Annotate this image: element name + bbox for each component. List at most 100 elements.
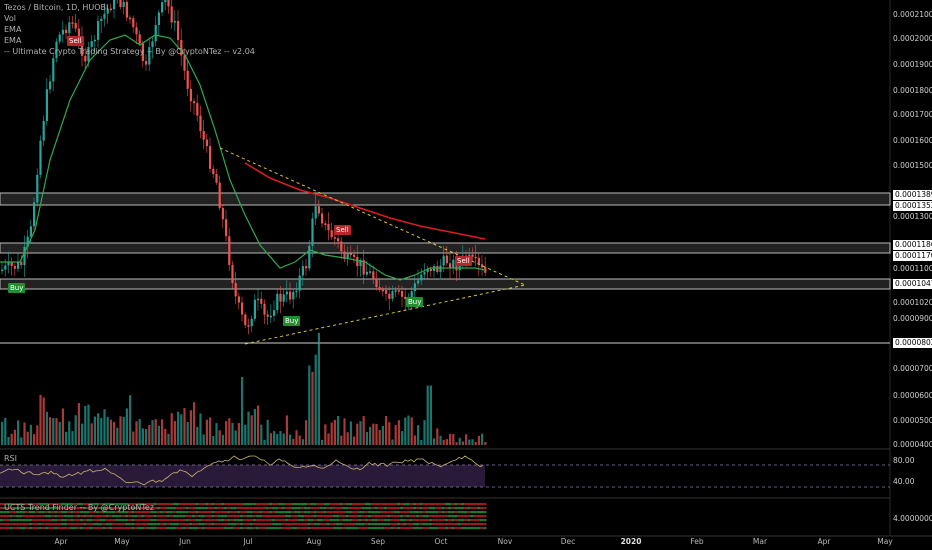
trend-finder-cell bbox=[204, 511, 208, 514]
trend-finder-cell bbox=[326, 527, 330, 530]
volume-bar bbox=[452, 433, 455, 445]
trend-finder-cell bbox=[480, 527, 484, 530]
buy-signal[interactable]: Buy bbox=[8, 283, 26, 293]
candle-body bbox=[23, 246, 26, 266]
trend-finder-cell bbox=[243, 519, 247, 522]
legend-ema-2[interactable]: EMA bbox=[4, 36, 22, 45]
trend-finder-cell bbox=[339, 503, 343, 506]
trend-finder-cell bbox=[201, 527, 205, 530]
rsi-band bbox=[0, 465, 485, 487]
trend-finder-cell bbox=[371, 503, 375, 506]
volume-bar bbox=[199, 413, 202, 445]
trend-finder-cell bbox=[374, 507, 378, 510]
trend-finder-cell bbox=[16, 515, 20, 518]
trend-finder-cell bbox=[96, 507, 100, 510]
volume-bar bbox=[45, 411, 48, 445]
volume-bar bbox=[308, 365, 311, 445]
candle-body bbox=[423, 272, 426, 275]
trend-finder-cell bbox=[252, 519, 256, 522]
trend-finder-cell bbox=[259, 519, 263, 522]
trend-finder-cell bbox=[364, 527, 368, 530]
trend-finder-cell bbox=[92, 503, 96, 506]
finder-pane-label[interactable]: UCTS Trend Finder -- By @CryptoNTez bbox=[4, 503, 154, 512]
trend-finder-cell bbox=[352, 503, 356, 506]
candle-body bbox=[362, 260, 365, 275]
volume-bar bbox=[244, 424, 247, 445]
trend-finder-cell bbox=[182, 515, 186, 518]
trend-finder-cell bbox=[361, 503, 365, 506]
trend-finder-cell bbox=[48, 511, 52, 514]
trend-finder-cell bbox=[217, 503, 221, 506]
rsi-pane-label[interactable]: RSI bbox=[4, 454, 17, 463]
volume-bar bbox=[343, 418, 346, 445]
trend-finder-cell bbox=[425, 511, 429, 514]
trend-finder-cell bbox=[473, 527, 477, 530]
legend-vol[interactable]: Vol bbox=[4, 14, 16, 23]
trend-finder-cell bbox=[310, 515, 314, 518]
buy-signal[interactable]: Buy bbox=[406, 297, 424, 307]
trend-finder-cell bbox=[278, 507, 282, 510]
candle-body bbox=[340, 241, 343, 252]
trend-finder-cell bbox=[272, 507, 276, 510]
legend-ucts[interactable]: -- Ultimate Crypto Trading Strategy -- B… bbox=[4, 47, 255, 56]
trend-finder-cell bbox=[112, 523, 116, 526]
candle-body bbox=[279, 293, 282, 302]
candle-body bbox=[68, 22, 71, 34]
trend-finder-cell bbox=[147, 507, 151, 510]
sell-signal[interactable]: Sell bbox=[67, 36, 84, 46]
trend-finder-cell bbox=[80, 511, 84, 514]
trend-finder-cell bbox=[262, 523, 266, 526]
trend-finder-cell bbox=[256, 503, 260, 506]
trend-finder-cell bbox=[454, 519, 458, 522]
trend-finder-cell bbox=[480, 507, 484, 510]
trend-finder-cell bbox=[297, 519, 301, 522]
trend-finder-cell bbox=[403, 527, 407, 530]
trend-finder-cell bbox=[432, 519, 436, 522]
time-tick: May bbox=[877, 537, 893, 546]
volume-bar bbox=[39, 394, 42, 445]
trend-finder-cell bbox=[169, 523, 173, 526]
trend-finder-cell bbox=[176, 515, 180, 518]
trend-finder-cell bbox=[121, 519, 125, 522]
trend-finder-cell bbox=[406, 527, 410, 530]
trend-finder-cell bbox=[297, 507, 301, 510]
trend-finder-cell bbox=[291, 511, 295, 514]
sell-signal[interactable]: Sell bbox=[334, 225, 351, 235]
trend-finder-cell bbox=[134, 507, 138, 510]
trend-finder-cell bbox=[348, 515, 352, 518]
trend-finder-cell bbox=[368, 507, 372, 510]
trend-finder-cell bbox=[19, 507, 23, 510]
trend-finder-cell bbox=[291, 503, 295, 506]
trend-finder-cell bbox=[473, 523, 477, 526]
trend-finder-cell bbox=[384, 515, 388, 518]
volume-bar bbox=[333, 419, 336, 445]
trend-finder-cell bbox=[118, 511, 122, 514]
trend-finder-cell bbox=[128, 511, 132, 514]
trend-finder-cell bbox=[86, 503, 90, 506]
legend-ema-1[interactable]: EMA bbox=[4, 25, 22, 34]
trend-finder-cell bbox=[480, 511, 484, 514]
trend-finder-cell bbox=[326, 503, 330, 506]
buy-signal[interactable]: Buy bbox=[283, 316, 301, 326]
candle-body bbox=[196, 103, 199, 116]
trend-finder-cell bbox=[403, 511, 407, 514]
trend-finder-cell bbox=[230, 527, 234, 530]
time-tick: Mar bbox=[752, 537, 768, 546]
price-level-box: 0.00008023 bbox=[893, 338, 932, 348]
trend-finder-cell bbox=[361, 519, 365, 522]
sell-signal[interactable]: Sell bbox=[455, 256, 472, 266]
volume-bar bbox=[247, 411, 250, 445]
trend-finder-cell bbox=[64, 511, 68, 514]
trend-finder-cell bbox=[240, 503, 244, 506]
trend-finder-cell bbox=[432, 511, 436, 514]
trend-finder-cell bbox=[412, 519, 416, 522]
candle-body bbox=[295, 290, 298, 293]
trend-finder-cell bbox=[22, 503, 26, 506]
trend-finder-cell bbox=[403, 515, 407, 518]
trend-finder-cell bbox=[342, 507, 346, 510]
trend-finder-cell bbox=[364, 515, 368, 518]
